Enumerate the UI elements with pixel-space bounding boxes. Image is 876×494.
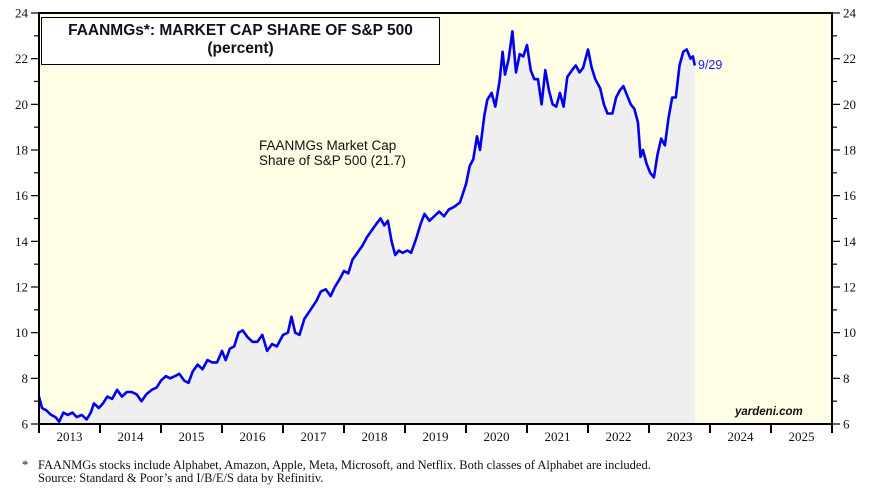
y-tick-label-left: 12 xyxy=(15,280,28,295)
y-tick-label-left: 14 xyxy=(15,234,29,249)
chart-title: FAANMGs*: MARKET CAP SHARE OF S&P 500 xyxy=(68,22,413,39)
series-annotation: FAANMGs Market Cap Share of S&P 500 (21.… xyxy=(259,138,406,168)
y-tick-label-right: 24 xyxy=(843,6,857,21)
y-tick-label-left: 24 xyxy=(15,6,29,21)
y-tick-label-right: 12 xyxy=(843,280,856,295)
x-tick-label: 2020 xyxy=(484,429,510,444)
y-tick-label-right: 14 xyxy=(843,234,857,249)
end-date-label: 9/29 xyxy=(698,58,723,72)
data-area-fill xyxy=(39,31,695,425)
x-tick-label: 2024 xyxy=(728,429,755,444)
x-tick-label: 2023 xyxy=(667,429,693,444)
footnote: * FAANMGs stocks include Alphabet, Amazon… xyxy=(10,459,651,485)
y-tick-label-left: 16 xyxy=(15,188,29,203)
y-tick-label-right: 16 xyxy=(843,188,857,203)
y-tick-label-right: 8 xyxy=(843,371,850,386)
series-line xyxy=(37,30,697,423)
x-axis: 2013 2014 2015 2016 2017 2018 2019 2020 2021 2022… xyxy=(38,424,833,444)
annotation-line-1: FAANMGs Market Cap xyxy=(259,138,397,153)
y-tick-label-right: 10 xyxy=(843,325,856,340)
x-tick-label: 2019 xyxy=(423,429,449,444)
footnote-star: * xyxy=(22,458,29,472)
x-tick-label: 2018 xyxy=(362,429,388,444)
y-tick-label-left: 6 xyxy=(22,417,29,432)
y-tick-label-right: 6 xyxy=(843,417,850,432)
x-tick-label: 2022 xyxy=(606,429,632,444)
chart-title-box: FAANMGs*: MARKET CAP SHARE OF S&P 500 (p… xyxy=(41,17,440,65)
y-tick-label-left: 20 xyxy=(15,97,28,112)
y-tick-label-left: 22 xyxy=(15,51,28,66)
y-tick-label-left: 18 xyxy=(15,143,28,158)
x-tick-label: 2014 xyxy=(118,429,145,444)
footnote-line-1: FAANMGs stocks include Alphabet, Amazon,… xyxy=(38,458,651,472)
x-tick-label: 2013 xyxy=(57,429,83,444)
right-y-axis: 6 8 10 12 14 16 18 20 22 24 xyxy=(832,6,857,432)
footnote-line-2: Source: Standard & Poor’s and I/B/E/S da… xyxy=(38,471,324,485)
x-tick-label: 2015 xyxy=(179,429,205,444)
y-tick-label-right: 22 xyxy=(843,51,856,66)
brand-watermark: yardeni.com xyxy=(735,406,803,418)
x-tick-label: 2025 xyxy=(789,429,815,444)
y-tick-label-left: 10 xyxy=(15,325,28,340)
chart-subtitle: (percent) xyxy=(207,40,274,57)
y-tick-label-right: 18 xyxy=(843,143,856,158)
plot-frame xyxy=(38,12,833,425)
y-tick-label-left: 8 xyxy=(22,371,29,386)
x-tick-label: 2021 xyxy=(545,429,571,444)
x-tick-label: 2017 xyxy=(301,429,328,444)
y-tick-label-right: 20 xyxy=(843,97,856,112)
left-y-axis: 6 8 10 12 14 16 18 20 22 24 xyxy=(15,6,39,432)
x-tick-label: 2016 xyxy=(240,429,267,444)
annotation-line-2: Share of S&P 500 (21.7) xyxy=(259,153,406,168)
